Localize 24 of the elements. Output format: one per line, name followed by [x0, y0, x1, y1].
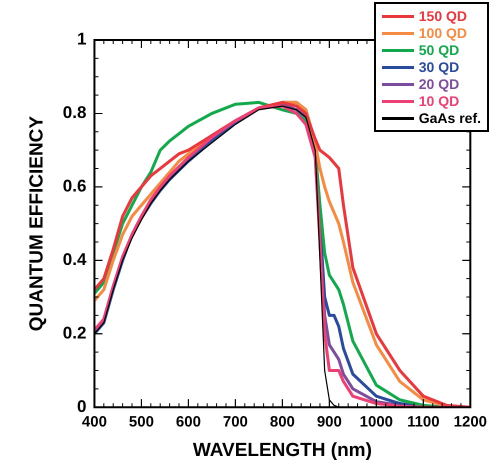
y-tick-label: 0 — [76, 396, 86, 416]
x-tick-label: 1000 — [360, 413, 394, 430]
x-tick-label: 1200 — [454, 413, 488, 430]
legend-label: 20 QD — [418, 76, 460, 93]
legend-label: 30 QD — [418, 59, 460, 76]
y-tick-label: 0.2 — [62, 323, 86, 342]
y-tick-label: 0.8 — [62, 103, 86, 122]
legend-label: 150 QD — [418, 8, 467, 25]
x-tick-label: 800 — [270, 413, 295, 430]
y-tick-label: 0.4 — [62, 250, 87, 270]
x-tick-label: 400 — [82, 413, 107, 430]
x-tick-label: 1100 — [407, 413, 440, 430]
x-tick-label: 500 — [128, 413, 154, 430]
legend-label: 100 QD — [418, 25, 467, 42]
x-axis-title: WAVELENGTH (nm) — [192, 440, 372, 461]
y-tick-label: 0.6 — [62, 176, 86, 196]
y-axis-title: QUANTUM EFFICIENCY — [26, 116, 48, 332]
legend-label: 10 QD — [418, 93, 460, 110]
legend-label: 50 QD — [418, 42, 460, 59]
legend-label: GaAs ref. — [418, 110, 481, 127]
y-tick-label: 1 — [76, 30, 86, 49]
x-tick-label: 600 — [176, 413, 201, 430]
x-tick-label: 900 — [316, 413, 342, 430]
x-tick-label: 700 — [222, 413, 248, 430]
